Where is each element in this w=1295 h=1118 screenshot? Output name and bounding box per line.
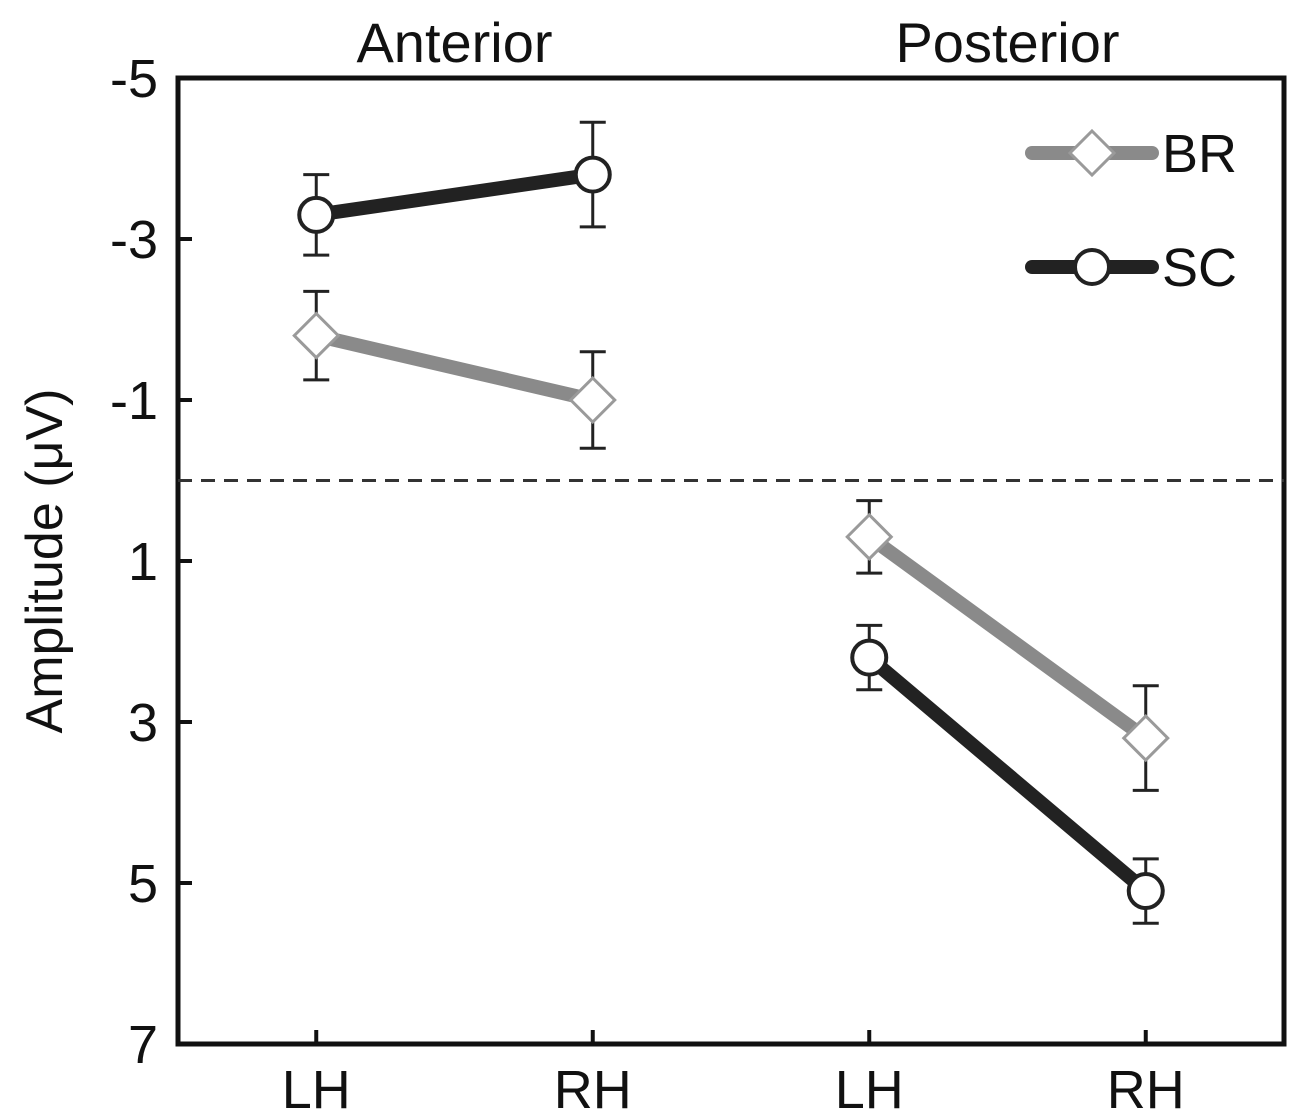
- data-point-sc: [1126, 872, 1165, 911]
- x-category-label: LH: [835, 1060, 904, 1118]
- group-label: Anterior: [356, 11, 552, 74]
- data-point-br: [292, 311, 341, 360]
- series-line-sc: [862, 650, 1153, 899]
- series-line-br: [862, 529, 1153, 746]
- plot-frame: [175, 75, 1287, 1047]
- y-tick-label: 7: [128, 1015, 158, 1075]
- data-point-br: [568, 375, 617, 425]
- y-tick-label: 1: [128, 532, 158, 592]
- legend-label: SC: [1162, 238, 1237, 298]
- x-category-label: RH: [1107, 1060, 1185, 1118]
- data-point-sc: [297, 195, 336, 234]
- y-tick-label: 5: [128, 854, 158, 914]
- y-axis-title: Amplitude (μV): [16, 389, 74, 734]
- legend-marker-br: [1067, 128, 1117, 178]
- y-tick-label: -3: [110, 210, 158, 270]
- legend-marker-sc: [1073, 248, 1111, 286]
- data-point-br: [845, 512, 894, 561]
- data-point-br: [1121, 713, 1170, 763]
- data-point-sc: [850, 638, 889, 677]
- series-line-sc: [309, 167, 600, 222]
- y-tick-label: -5: [110, 49, 158, 109]
- x-category-label: LH: [282, 1060, 351, 1118]
- data-point-sc: [573, 155, 612, 194]
- group-label: Posterior: [895, 11, 1119, 74]
- y-tick-label: 3: [128, 693, 158, 753]
- series-line-br: [309, 328, 600, 407]
- legend-label: BR: [1162, 124, 1237, 184]
- x-category-label: RH: [554, 1060, 632, 1118]
- y-tick-label: -1: [110, 371, 158, 431]
